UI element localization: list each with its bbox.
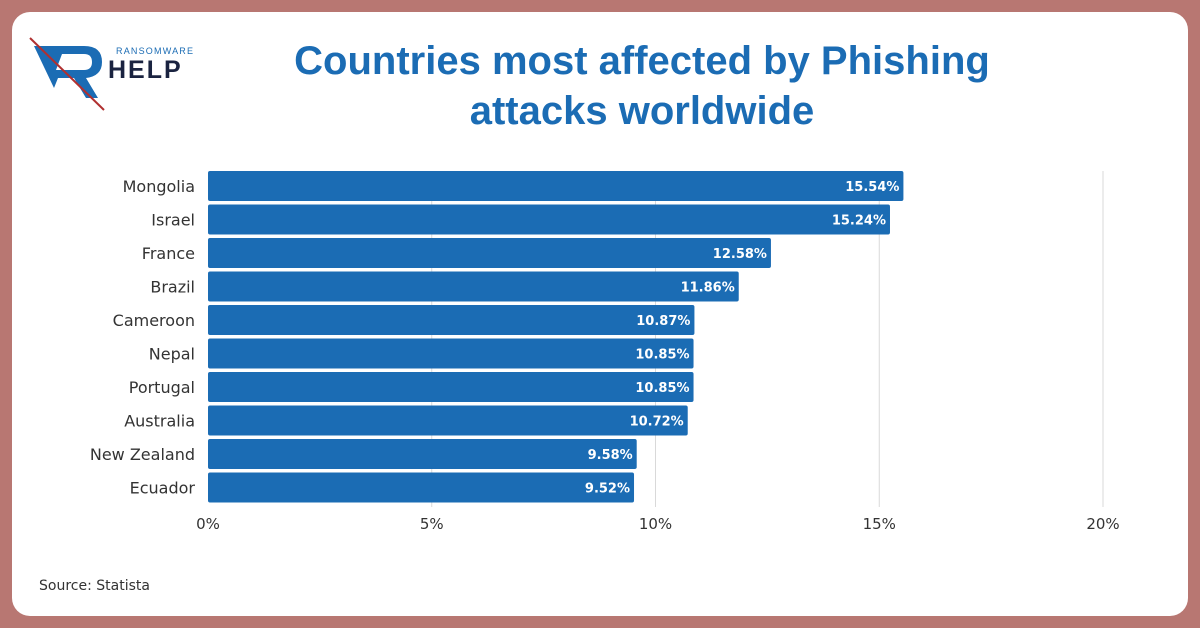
- data-label: 10.87%: [636, 314, 690, 329]
- x-tick-label: 15%: [863, 515, 896, 533]
- bar: [208, 204, 890, 235]
- data-label: 12.58%: [713, 247, 767, 262]
- category-label: Ecuador: [130, 479, 196, 498]
- data-label: 11.86%: [681, 281, 735, 296]
- bar: [208, 238, 771, 268]
- bar: [208, 271, 739, 302]
- bar: [208, 472, 635, 503]
- data-label: 15.24%: [832, 214, 886, 229]
- data-label: 9.52%: [585, 482, 630, 497]
- data-label: 9.58%: [588, 448, 633, 463]
- bar: [208, 305, 695, 335]
- bar-chart: 0% 5% 10% 15% 20% Mongolia 15.54% Israel 15.24% F…: [90, 171, 1120, 533]
- bar: [208, 439, 637, 469]
- x-tick-label: 0%: [196, 515, 220, 533]
- logo-ransomware-text: RANSOMWARE: [116, 46, 195, 56]
- category-label: Portugal: [129, 378, 195, 397]
- category-label: Brazil: [150, 278, 195, 297]
- x-tick-label: 20%: [1086, 515, 1119, 533]
- data-label: 15.54%: [845, 180, 899, 195]
- ransomware-help-logo: RANSOMWARE HELP: [24, 32, 204, 112]
- category-label: Australia: [124, 412, 195, 431]
- data-label: 10.72%: [630, 415, 684, 430]
- chart-title: Countries most affected by Phishing atta…: [294, 39, 990, 133]
- data-label: 10.85%: [635, 348, 689, 363]
- bar: [208, 171, 904, 201]
- logo-r-emblem-icon: [29, 37, 105, 111]
- data-label: 10.85%: [635, 381, 689, 396]
- category-label: Mongolia: [123, 177, 195, 196]
- category-label: Cameroon: [113, 311, 195, 330]
- category-label: France: [142, 244, 195, 263]
- chart-card: RANSOMWARE HELP Countries most affected …: [12, 12, 1188, 616]
- category-label: New Zealand: [90, 445, 195, 464]
- bar: [208, 405, 688, 436]
- category-label: Israel: [151, 211, 195, 230]
- bar: [208, 338, 694, 369]
- source-note: Source: Statista: [39, 578, 150, 594]
- x-tick-label: 5%: [420, 515, 444, 533]
- category-label: Nepal: [149, 345, 195, 364]
- x-tick-label: 10%: [639, 515, 672, 533]
- bar: [208, 372, 694, 402]
- logo-help-text: HELP: [108, 56, 183, 84]
